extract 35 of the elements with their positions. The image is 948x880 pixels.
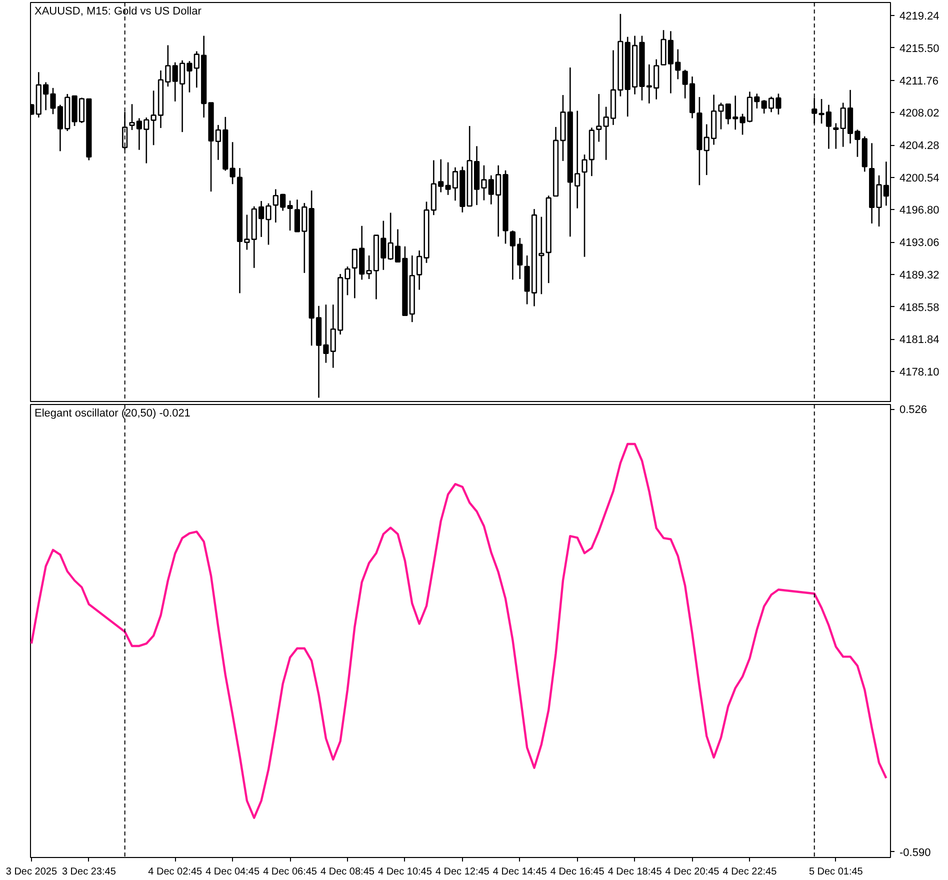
candlestick [230, 141, 236, 185]
x-tick-label: 4 Dec 08:45 [320, 866, 375, 878]
y-tick-label: 4181.84 [900, 334, 940, 346]
y-tick-label: 4189.32 [900, 269, 940, 282]
candlestick [582, 154, 588, 258]
y-tick-label: 4219.24 [900, 10, 940, 23]
y-tick-label: 4193.06 [900, 237, 940, 250]
y-tick-label: 4215.50 [900, 42, 940, 55]
x-tick-label: 3 Dec 23:45 [62, 866, 116, 878]
x-tick-label: 4 Dec 14:45 [492, 866, 548, 878]
x-tick-label: 4 Dec 02:45 [148, 866, 203, 878]
y-tick-label: 0.526 [900, 404, 928, 416]
candlestick [833, 122, 839, 150]
chart-title: XAUUSD, M15: Gold vs US Dollar [34, 6, 202, 18]
y-tick-label: 4178.10 [900, 366, 940, 378]
x-tick-label: 4 Dec 20:45 [665, 866, 720, 878]
x-tick-label: 4 Dec 22:45 [722, 866, 778, 878]
y-tick-label: 4200.54 [900, 172, 940, 184]
x-tick-label: 4 Dec 16:45 [550, 866, 605, 878]
y-tick-label: 4208.02 [900, 108, 940, 120]
x-tick-label: 4 Dec 18:45 [608, 866, 662, 878]
y-tick-label: 4211.76 [900, 75, 938, 88]
candlestick [596, 93, 602, 142]
x-tick-label: 4 Dec 10:45 [378, 866, 432, 878]
chart-title: Elegant oscillator (20,50) -0.021 [34, 408, 190, 420]
x-tick-label: 5 Dec 01:45 [808, 866, 864, 878]
x-tick-label: 4 Dec 12:45 [435, 866, 490, 878]
x-tick-label: 3 Dec 2025 [6, 866, 58, 878]
y-tick-label: 4204.28 [900, 140, 940, 152]
y-tick-label: 4185.58 [900, 302, 940, 314]
x-tick-label: 4 Dec 04:45 [206, 866, 260, 878]
line-series [30, 442, 888, 819]
y-tick-label: -0.590 [900, 846, 931, 859]
y-tick-label: 4196.80 [900, 204, 940, 217]
x-tick-label: 4 Dec 06:45 [263, 866, 318, 878]
